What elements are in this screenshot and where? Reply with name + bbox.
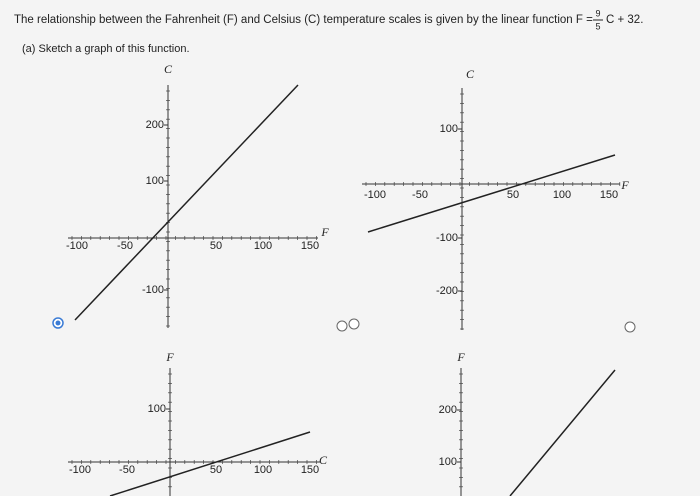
y-tick-label: 100: [148, 403, 166, 415]
x-axis-label: F: [620, 178, 629, 192]
y-tick-label: 100: [440, 123, 458, 135]
fraction-denominator: 5: [595, 21, 600, 31]
x-tick-label: -50: [412, 189, 428, 201]
x-axis-label: F: [320, 225, 329, 239]
info-icon[interactable]: [624, 321, 636, 333]
y-tick-label: 100: [146, 175, 164, 187]
y-axis-label: C: [164, 62, 173, 76]
x-tick-label: 50: [210, 240, 222, 252]
info-icon[interactable]: [336, 320, 348, 332]
x-tick-label: 150: [301, 464, 319, 476]
radio-option-2[interactable]: [348, 318, 360, 330]
function-line: [109, 431, 311, 496]
y-tick-label: -200: [436, 285, 458, 297]
y-tick-label: -100: [142, 284, 164, 296]
x-tick-label: 150: [600, 189, 618, 201]
y-axis-label: F: [456, 350, 465, 364]
y-axis-label: C: [466, 67, 475, 81]
function-line: [74, 84, 299, 321]
x-axis-label: C: [319, 453, 328, 467]
x-tick-label: -100: [66, 240, 88, 252]
x-tick-label: 100: [553, 189, 571, 201]
function-line: [509, 369, 616, 496]
x-tick-label: -50: [119, 464, 135, 476]
x-tick-label: 100: [254, 240, 272, 252]
question-text-end: C + 32.: [606, 14, 643, 26]
x-tick-label: 50: [507, 189, 519, 201]
fraction-numerator: 9: [595, 8, 600, 18]
y-tick-label: -100: [436, 232, 458, 244]
x-tick-label: 100: [254, 464, 272, 476]
x-tick-label: 50: [210, 464, 222, 476]
x-tick-label: 150: [301, 240, 319, 252]
function-line: [367, 154, 616, 233]
x-tick-label: -100: [69, 464, 91, 476]
x-tick-label: -100: [364, 189, 386, 201]
y-tick-label: 200: [439, 404, 457, 416]
y-tick-label: 100: [439, 456, 457, 468]
part-a-prompt: (a) Sketch a graph of this function.: [22, 43, 190, 55]
y-tick-label: 200: [146, 119, 164, 131]
question-text: The relationship between the Fahrenheit …: [14, 14, 593, 26]
radio-selected-dot: [55, 320, 61, 326]
y-axis-label: F: [165, 350, 174, 364]
x-tick-label: -50: [117, 240, 133, 252]
